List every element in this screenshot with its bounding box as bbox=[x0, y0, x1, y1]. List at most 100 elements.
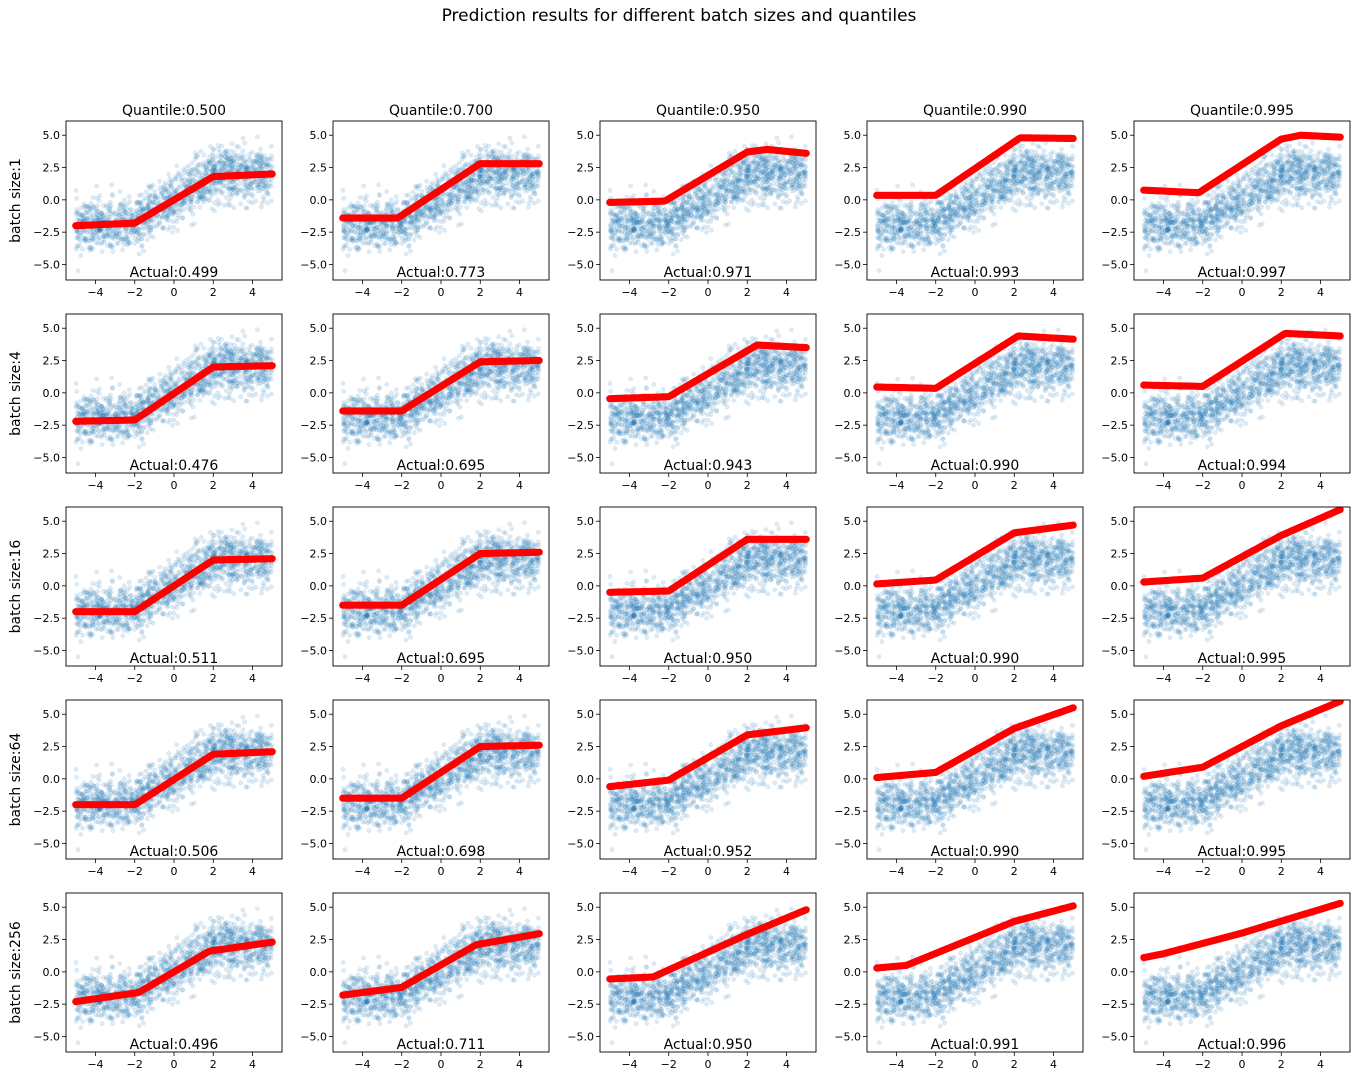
scatter-point bbox=[488, 183, 494, 189]
scatter-point bbox=[615, 235, 621, 241]
scatter-point bbox=[704, 219, 710, 224]
scatter-point bbox=[441, 163, 447, 169]
scatter-point bbox=[209, 168, 214, 173]
scatter-point bbox=[207, 160, 213, 166]
scatter-point bbox=[121, 241, 127, 247]
scatter-point bbox=[793, 200, 799, 206]
scatter-point bbox=[408, 248, 413, 254]
scatter-point bbox=[148, 227, 154, 233]
scatter-point bbox=[228, 195, 234, 200]
scatter-point bbox=[668, 230, 674, 236]
scatter-point bbox=[465, 148, 471, 154]
scatter-point bbox=[263, 190, 269, 196]
scatter-point bbox=[181, 170, 187, 176]
scatter-point bbox=[231, 158, 237, 164]
scatter-point bbox=[235, 155, 241, 161]
scatter-point bbox=[244, 186, 250, 192]
scatter-point bbox=[509, 140, 515, 146]
scatter-point bbox=[669, 226, 675, 232]
scatter-point bbox=[785, 186, 790, 192]
scatter-point bbox=[157, 178, 163, 184]
scatter-point bbox=[402, 226, 408, 232]
scatter-point bbox=[74, 195, 80, 201]
scatter-point bbox=[240, 148, 246, 154]
column-title: Quantile:0.950 bbox=[656, 103, 760, 119]
scatter-point bbox=[609, 221, 615, 227]
scatter-point bbox=[387, 236, 393, 242]
scatter-point bbox=[621, 205, 627, 211]
scatter-point bbox=[357, 246, 363, 252]
y-tick-label: 5.0 bbox=[43, 129, 61, 142]
scatter-point bbox=[649, 240, 655, 246]
scatter-point bbox=[745, 200, 751, 206]
scatter-point bbox=[200, 160, 206, 166]
scatter-point bbox=[95, 231, 101, 236]
scatter-point bbox=[763, 141, 769, 147]
scatter-point bbox=[440, 176, 446, 182]
scatter-point bbox=[521, 171, 527, 177]
subplot-r0-c1: −4 −2 0 2 4−5.0−2.50.02.55.0Actual:0.773Quan… bbox=[300, 103, 550, 299]
scatter-point bbox=[710, 193, 716, 199]
scatter-point bbox=[109, 192, 115, 198]
scatter-point bbox=[719, 177, 725, 183]
scatter-point bbox=[348, 235, 354, 241]
scatter-point bbox=[253, 198, 259, 204]
scatter-point bbox=[154, 223, 160, 229]
scatter-point bbox=[448, 201, 454, 207]
scatter-point bbox=[609, 268, 615, 274]
scatter-point bbox=[395, 207, 401, 213]
scatter-point bbox=[90, 236, 96, 242]
scatter-point bbox=[77, 212, 83, 218]
x-tick-label: 4 bbox=[783, 286, 790, 299]
scatter-point bbox=[721, 202, 727, 208]
scatter-point bbox=[238, 164, 244, 170]
scatter-point bbox=[482, 142, 488, 148]
scatter-point bbox=[203, 196, 209, 202]
scatter-point bbox=[234, 191, 240, 197]
scatter-point bbox=[377, 249, 383, 254]
scatter-point bbox=[638, 243, 644, 248]
scatter-point bbox=[752, 160, 758, 166]
scatter-point bbox=[666, 218, 672, 224]
scatter-point bbox=[128, 207, 134, 213]
scatter-point bbox=[675, 231, 681, 237]
scatter-point bbox=[204, 189, 210, 195]
scatter-point bbox=[239, 155, 245, 161]
scatter-point bbox=[795, 163, 800, 169]
scatter-point bbox=[783, 192, 789, 197]
scatter-point bbox=[93, 207, 99, 213]
scatter-point bbox=[96, 198, 102, 204]
scatter-point bbox=[700, 217, 706, 223]
scatter-point bbox=[408, 220, 414, 226]
scatter-point bbox=[393, 223, 399, 229]
scatter-point bbox=[84, 203, 90, 209]
scatter-point bbox=[510, 205, 516, 211]
scatter-point bbox=[150, 234, 156, 240]
scatter-point bbox=[192, 156, 198, 162]
scatter-point bbox=[383, 206, 389, 212]
scatter-point bbox=[83, 238, 89, 244]
scatter-point bbox=[231, 205, 237, 211]
scatter-point bbox=[432, 212, 438, 218]
scatter-point bbox=[229, 166, 234, 172]
scatter-point bbox=[100, 213, 105, 219]
scatter-point bbox=[626, 225, 631, 231]
scatter-point bbox=[479, 168, 485, 174]
scatter-point bbox=[257, 155, 263, 161]
scatter-point bbox=[268, 143, 274, 149]
scatter-point bbox=[408, 231, 414, 237]
x-tick-label: 2 bbox=[744, 286, 751, 299]
scatter-point bbox=[224, 151, 230, 157]
scatter-point bbox=[260, 194, 266, 200]
scatter-point bbox=[218, 160, 224, 166]
scatter-point bbox=[117, 211, 123, 217]
scatter-point bbox=[134, 230, 140, 236]
scatter-point bbox=[136, 231, 142, 237]
scatter-point bbox=[729, 199, 734, 205]
x-tick-label: −4 bbox=[621, 286, 637, 299]
scatter-point bbox=[261, 163, 266, 169]
scatter-point bbox=[624, 246, 630, 252]
scatter-point bbox=[265, 191, 271, 197]
scatter-point bbox=[774, 135, 780, 141]
scatter-point bbox=[760, 191, 766, 197]
